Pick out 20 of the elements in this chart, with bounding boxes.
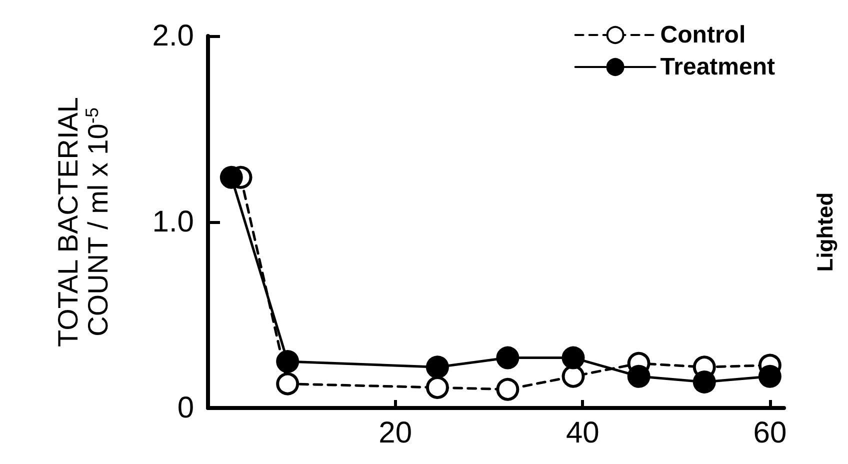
point [627, 364, 650, 388]
point [276, 350, 300, 373]
x-tick-label: 20 [378, 416, 412, 450]
point [220, 166, 243, 189]
point [562, 346, 585, 370]
point [758, 364, 782, 388]
point [692, 370, 716, 394]
legend-label: Treatment [660, 54, 776, 80]
legend-label: Control [660, 22, 746, 48]
y-tick-label: 2.0 [152, 20, 194, 52]
x-tick-label: 40 [566, 416, 600, 450]
point [496, 346, 520, 370]
point [426, 356, 449, 379]
point [426, 376, 449, 400]
x-tick-label: 60 [753, 416, 787, 450]
y-tick-label: 0 [177, 392, 194, 424]
y-tick-label: 1.0 [152, 206, 194, 238]
point [276, 372, 300, 396]
point [496, 378, 520, 401]
text: Lighted [812, 192, 838, 272]
